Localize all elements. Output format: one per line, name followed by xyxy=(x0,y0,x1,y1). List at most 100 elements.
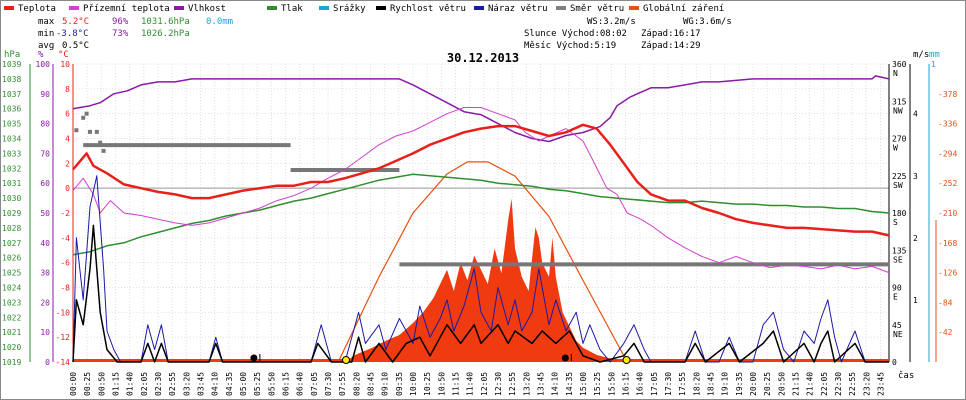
x-tick-label: 22:05 xyxy=(820,372,829,396)
humidity-tick: 20 xyxy=(40,298,50,307)
rain-tick: 1 xyxy=(931,60,936,69)
pressure-tick: 1025 xyxy=(2,269,21,278)
x-tick-label: 18:45 xyxy=(707,372,716,396)
radiation-tick: -378 xyxy=(938,90,957,99)
temp-tick: 10 xyxy=(60,60,70,69)
dir-tick-label: SW xyxy=(893,181,903,190)
x-tick-label: 07:30 xyxy=(324,372,333,396)
x-tick-label: 15:00 xyxy=(579,372,588,396)
x-tick-label: 21:40 xyxy=(806,372,815,396)
x-tick-label: 00:00 xyxy=(69,372,78,396)
windspeed-tick: 3 xyxy=(913,172,918,181)
temp-tick: 2 xyxy=(65,159,70,168)
humidity-tick: 100 xyxy=(36,60,51,69)
legend-swatch-0 xyxy=(4,6,14,10)
dir-tick-label: N xyxy=(893,69,898,78)
legend-label-1: Přízemní teplota xyxy=(83,4,170,14)
x-tick-label: 06:40 xyxy=(296,372,305,396)
x-tick-label: 07:55 xyxy=(338,372,347,396)
radiation-layer xyxy=(73,161,889,363)
unit-ms: m/s xyxy=(913,50,929,60)
pressure-tick: 1028 xyxy=(2,224,21,233)
x-tick-label: 16:40 xyxy=(636,372,645,396)
moon-rise-info: Měsíc Východ:5:19 xyxy=(524,41,616,51)
radiation-tick: -126 xyxy=(938,269,957,278)
wind-gust-info: WG:3.6m/s xyxy=(683,17,732,27)
legend-swatch-1 xyxy=(69,6,79,10)
x-tick-label: 08:45 xyxy=(367,372,376,396)
temp-tick: 4 xyxy=(65,135,70,144)
x-tick-labels: 00:00 00:25 00:50 01:15 01:40 02:05 02:30 02:55… xyxy=(69,372,886,396)
series-line-tlak xyxy=(72,173,890,256)
radiation-theoretical-curve xyxy=(337,161,628,363)
pressure-tick: 1032 xyxy=(2,164,21,173)
wind-dir-point-2 xyxy=(84,111,89,116)
x-tick-label: 05:50 xyxy=(267,372,276,396)
stats-max-temp: 5.2°C xyxy=(62,17,89,27)
moon-set-info: Západ:14:29 xyxy=(641,41,701,51)
windspeed-tick: 2 xyxy=(913,234,918,243)
temp-tick: -10 xyxy=(56,308,71,317)
humidity-tick: 40 xyxy=(40,239,50,248)
dir-tick: 90 xyxy=(892,284,902,293)
stats-max-rain: 0.0mm xyxy=(206,17,233,27)
x-tick-label: 00:25 xyxy=(83,372,92,396)
windspeed-tick: 4 xyxy=(913,110,918,119)
sun-set-info: Západ:16:17 xyxy=(641,29,701,39)
dir-tick: 225 xyxy=(892,172,907,181)
x-tick-label: 02:55 xyxy=(168,372,177,396)
x-tick-label: 22:55 xyxy=(848,372,857,396)
radiation-tick: -294 xyxy=(938,149,957,158)
pressure-tick: 1027 xyxy=(2,239,21,248)
dir-tick: 270 xyxy=(892,135,907,144)
legend-label-2: Vlhkost xyxy=(188,4,226,14)
legend-swatch-6 xyxy=(474,6,484,10)
series-layer xyxy=(72,75,890,363)
dir-tick: 45 xyxy=(892,321,902,330)
chart-title: 30.12.2013 xyxy=(447,51,519,65)
wind-dir-point-3 xyxy=(88,129,92,134)
temp-tick: 0 xyxy=(65,184,70,193)
dir-tick: 135 xyxy=(892,246,907,255)
moon-marker-0 xyxy=(250,354,258,362)
pressure-tick: 1019 xyxy=(2,358,21,367)
stats-min-press: 1026.2hPa xyxy=(141,29,190,39)
x-tick-label: 00:50 xyxy=(97,372,106,396)
wind-dir-point-6 xyxy=(101,148,106,153)
wind-dir-point-5 xyxy=(98,140,103,145)
stats-avg-temp: 0.5°C xyxy=(62,41,89,51)
radiation-baseline xyxy=(73,359,889,362)
x-tick-label: 15:25 xyxy=(593,372,602,396)
series-line-teplota xyxy=(72,123,890,237)
legend-label-7: Směr větru xyxy=(570,4,624,14)
x-tick-label: 05:00 xyxy=(239,372,248,396)
temp-tick: 6 xyxy=(65,110,70,119)
humidity-tick: 50 xyxy=(40,209,50,218)
dir-tick-label: SE xyxy=(893,255,903,264)
dir-tick: 0 xyxy=(892,358,897,367)
x-tick-label: 20:25 xyxy=(763,372,772,396)
stats-block: max 5.2°C 96% 1031.6hPa 0.0mm min -3.8°C… xyxy=(38,17,233,51)
stats-max-hum: 96% xyxy=(112,17,129,27)
pressure-tick: 1026 xyxy=(2,254,21,263)
x-tick-label: 01:15 xyxy=(112,372,121,396)
x-tick-label: 11:40 xyxy=(466,372,475,396)
stats-max-press: 1031.6hPa xyxy=(141,17,190,27)
x-tick-label: 12:05 xyxy=(480,372,489,396)
humidity-tick: 70 xyxy=(40,149,50,158)
humidity-tick: 0 xyxy=(45,358,50,367)
x-tick-label: 21:15 xyxy=(792,372,801,396)
x-tick-label: 12:55 xyxy=(508,372,517,396)
legend-swatch-8 xyxy=(629,6,639,10)
dir-tick: 180 xyxy=(892,209,907,218)
series-line-rychlost-v-tru xyxy=(72,224,889,363)
x-tick-label: 04:10 xyxy=(211,372,220,396)
sun-rise-info: Slunce Východ:08:02 xyxy=(524,29,627,39)
pressure-tick: 1023 xyxy=(2,298,21,307)
series-line-vlhkost xyxy=(72,75,890,143)
pressure-tick: 1039 xyxy=(2,60,21,69)
x-tick-label: 14:10 xyxy=(551,372,560,396)
legend-label-8: Globální záření xyxy=(643,4,724,14)
legend-swatch-3 xyxy=(267,6,277,10)
stats-min-hum: 73% xyxy=(112,29,129,39)
